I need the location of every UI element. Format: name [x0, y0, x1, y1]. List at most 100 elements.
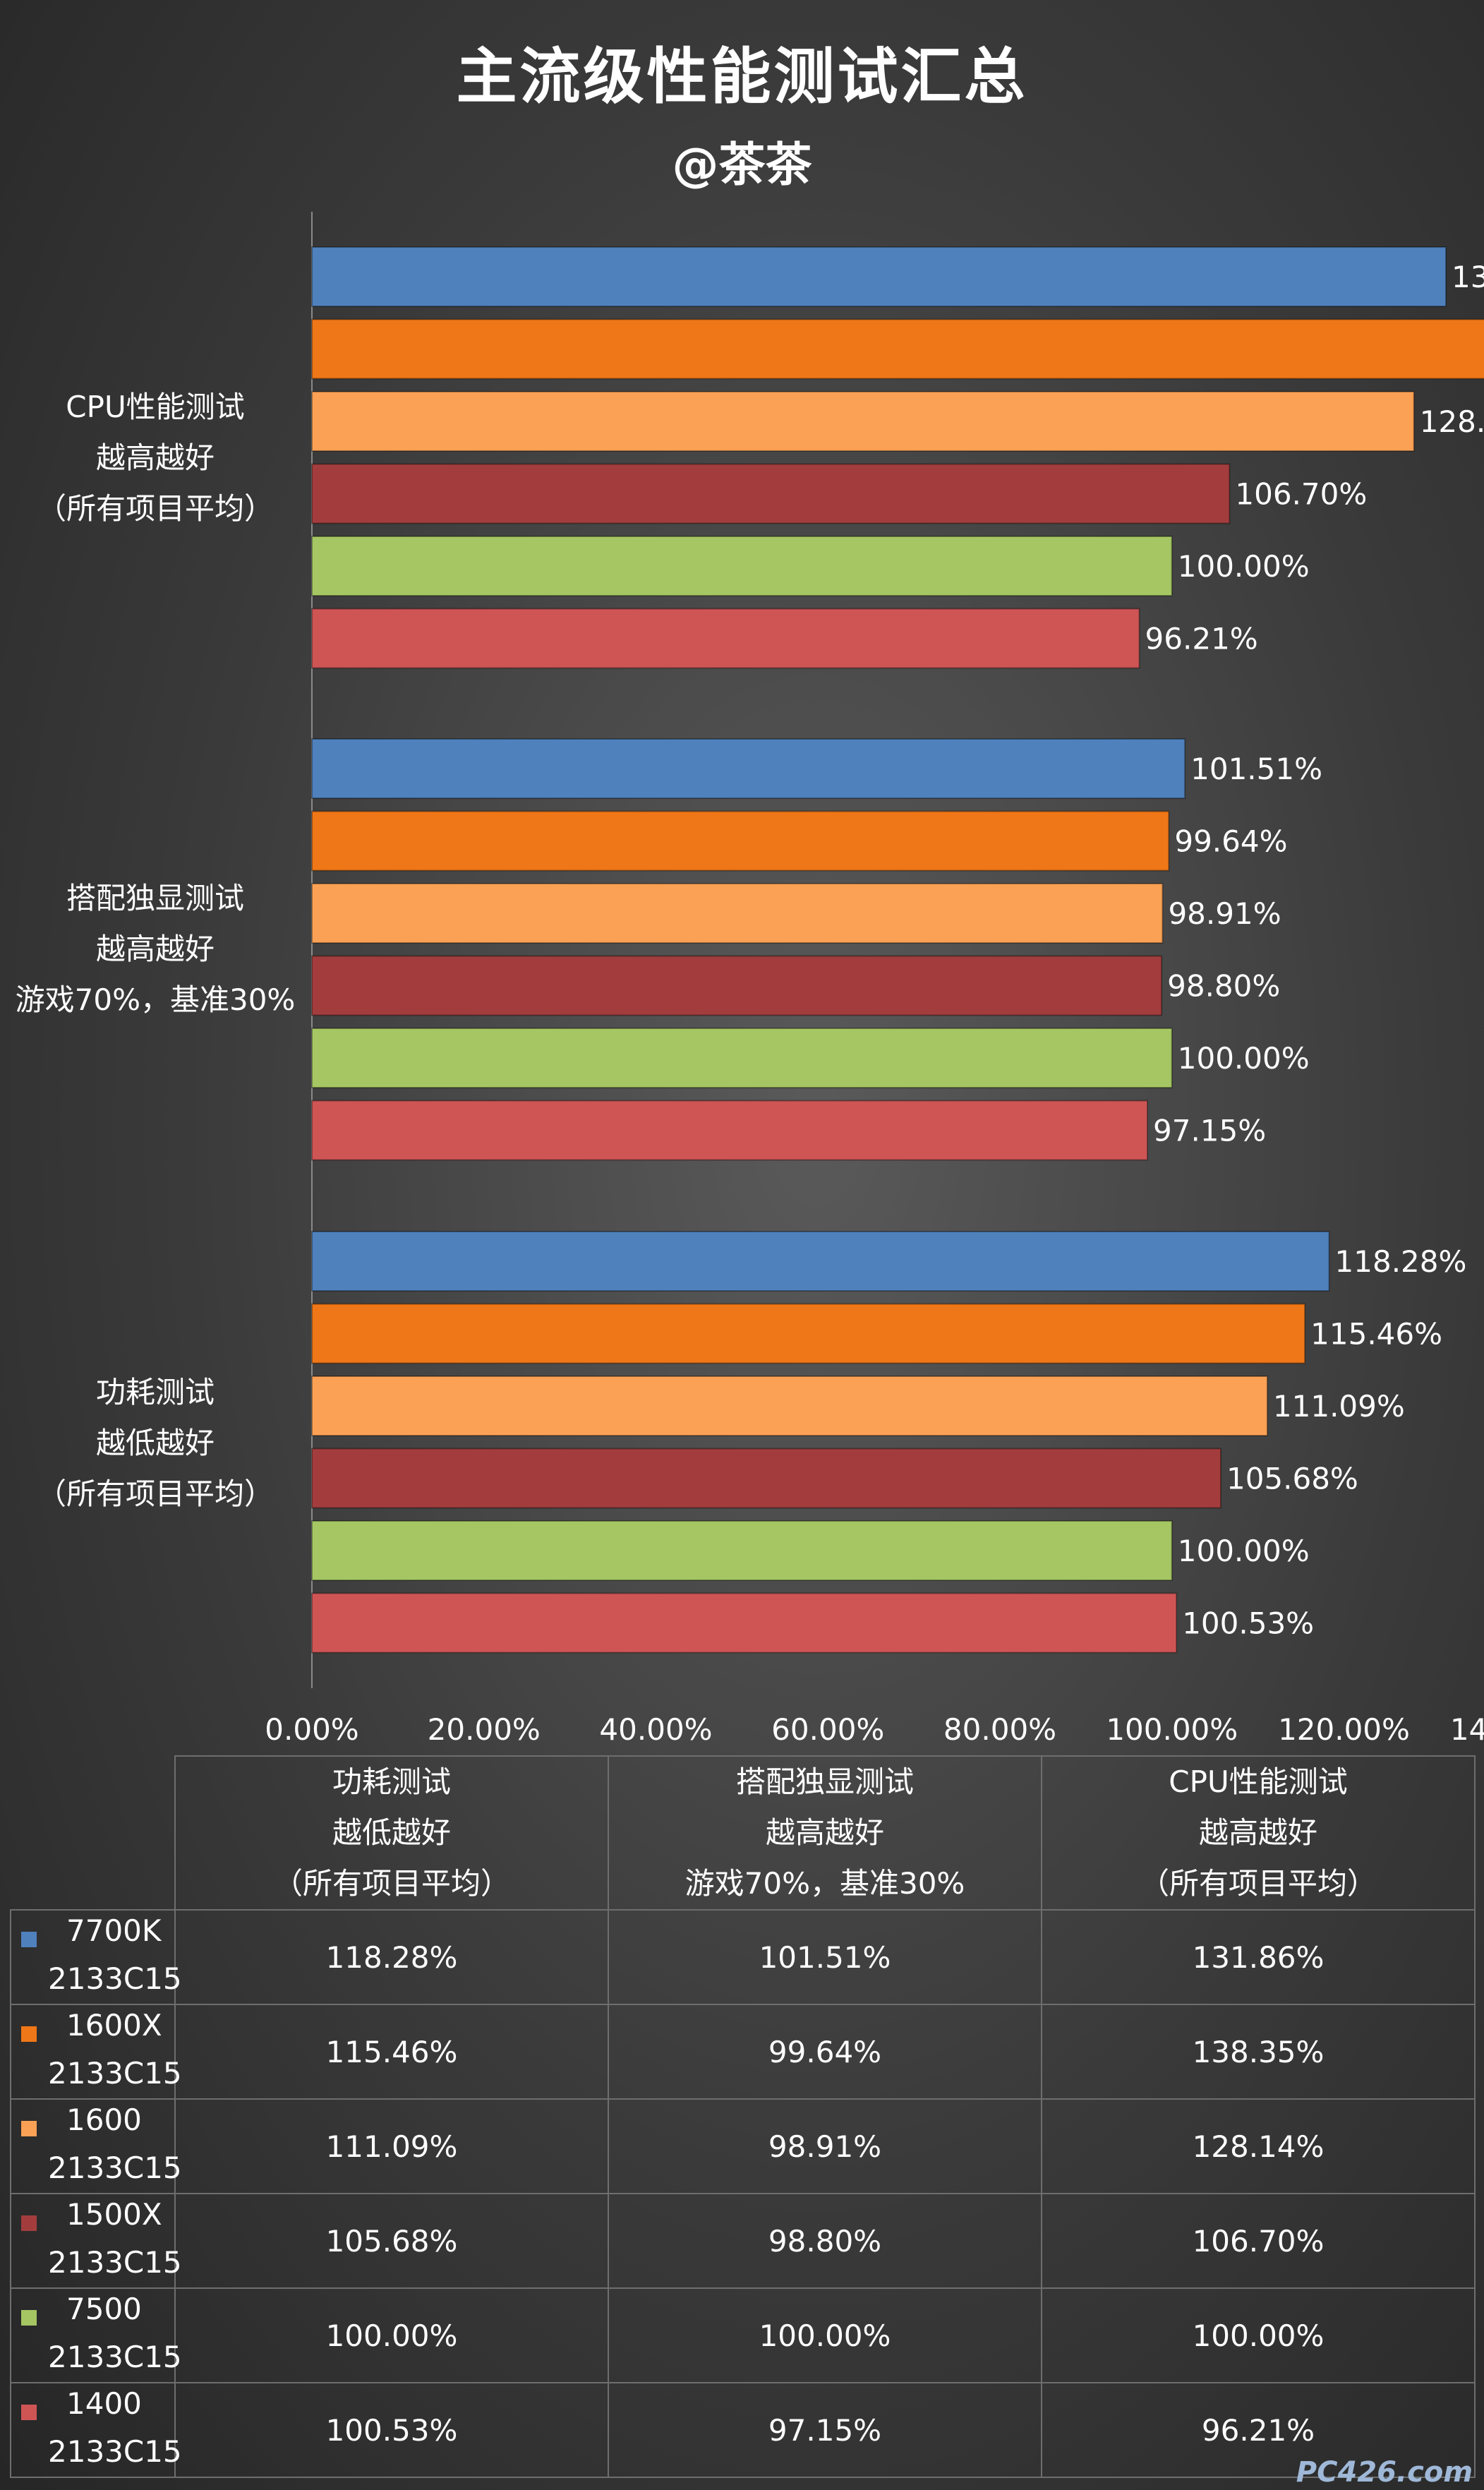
- series-name: 1400: [66, 2386, 142, 2421]
- data-label: 106.70%: [1235, 477, 1367, 512]
- data-label: 97.15%: [1153, 1114, 1266, 1148]
- legend-cell-1600x: 1600X 2133C15: [10, 2004, 182, 2100]
- data-label: 131.86%: [1452, 260, 1484, 294]
- table-row: 1400 2133C15 100.53% 97.15% 96.21%: [10, 2382, 1476, 2478]
- group-label-gpu: 搭配独显测试 越高越好 游戏70%，基准30%: [15, 881, 296, 1017]
- bar-1600x-group0: [311, 318, 1484, 380]
- data-label: 115.46%: [1310, 1317, 1442, 1352]
- x-tick-label: 80.00%: [943, 1712, 1056, 1747]
- legend-cell-7700k: 7700K 2133C15: [10, 1909, 182, 2005]
- bar-7700k-group1: [311, 738, 1186, 799]
- table-cell: 98.91%: [608, 2098, 1042, 2194]
- table-header-row: 功耗测试 越低越好 （所有项目平均） 搭配独显测试 越高越好 游戏70%，基准3…: [11, 1755, 1476, 1911]
- series-memory: 2133C15: [48, 2434, 182, 2469]
- x-tick-label: 60.00%: [771, 1712, 884, 1747]
- legend-cell-1400: 1400 2133C15: [10, 2382, 182, 2478]
- data-label: 100.00%: [1178, 1534, 1310, 1568]
- table-row: 1600X 2133C15 115.46% 99.64% 138.35%: [10, 2004, 1476, 2100]
- bar-1400-group1: [311, 1100, 1149, 1161]
- data-label: 98.91%: [1168, 896, 1281, 931]
- bar-1500x-group0: [311, 463, 1231, 524]
- data-label: 118.28%: [1335, 1244, 1467, 1279]
- data-label: 98.80%: [1167, 969, 1280, 1004]
- table-cell: 100.00%: [608, 2287, 1042, 2383]
- bar-1400-group2: [311, 1592, 1178, 1654]
- table-row: 1600 2133C15 111.09% 98.91% 128.14%: [10, 2098, 1476, 2194]
- legend-swatch: [21, 2405, 37, 2420]
- legend-swatch: [21, 2215, 37, 2231]
- bar-1600x-group1: [311, 810, 1170, 872]
- series-memory: 2133C15: [48, 2245, 182, 2280]
- bar-7500-group1: [311, 1028, 1173, 1088]
- bar-7700k-group2: [311, 1231, 1330, 1292]
- bar-1600x-group2: [311, 1303, 1306, 1364]
- series-memory: 2133C15: [48, 2340, 182, 2374]
- series-name: 7700K: [66, 1913, 162, 1948]
- x-tick-label: 20.00%: [428, 1712, 541, 1747]
- legend-swatch: [21, 2121, 37, 2136]
- table-row: 1500X 2133C15 105.68% 98.80% 106.70%: [10, 2193, 1476, 2289]
- x-tick-label: 0.00%: [265, 1712, 358, 1747]
- data-label: 99.64%: [1174, 824, 1287, 859]
- chart-subtitle: @茶茶: [672, 138, 812, 192]
- table-cell: 105.68%: [174, 2193, 609, 2289]
- table-cell: 118.28%: [174, 1909, 609, 2005]
- legend-cell-1600: 1600 2133C15: [10, 2098, 182, 2194]
- x-tick-label: 100.00%: [1106, 1712, 1238, 1747]
- watermark-logo: PC426.com: [1296, 2456, 1473, 2489]
- x-tick-label: 140.00%: [1450, 1712, 1484, 1747]
- data-label: 101.51%: [1190, 752, 1322, 786]
- series-name: 1500X: [66, 2197, 162, 2232]
- legend-swatch: [21, 2310, 37, 2326]
- series-memory: 2133C15: [48, 2151, 182, 2185]
- table-cell: 138.35%: [1041, 2004, 1476, 2100]
- legend-swatch: [21, 1932, 37, 1947]
- series-name: 1600X: [66, 2008, 162, 2043]
- series-memory: 2133C15: [48, 2056, 182, 2091]
- bar-1600-group2: [311, 1376, 1268, 1436]
- table-cell: 131.86%: [1041, 1909, 1476, 2005]
- table-cell: 98.80%: [608, 2193, 1042, 2289]
- bar-1400-group0: [311, 608, 1140, 669]
- column-header-gpu: 搭配独显测试 越高越好 游戏70%，基准30%: [608, 1755, 1042, 1911]
- data-label: 100.00%: [1178, 1041, 1310, 1076]
- series-memory: 2133C15: [48, 1961, 182, 1996]
- data-label: 100.53%: [1182, 1606, 1314, 1641]
- column-header-power: 功耗测试 越低越好 （所有项目平均）: [174, 1755, 609, 1911]
- table-cell: 101.51%: [608, 1909, 1042, 2005]
- column-header-cpu: CPU性能测试 越高越好 （所有项目平均）: [1041, 1755, 1476, 1911]
- bar-1500x-group2: [311, 1448, 1221, 1509]
- bar-7700k-group0: [311, 246, 1447, 307]
- table-cell: 115.46%: [174, 2004, 609, 2100]
- table-cell: 111.09%: [174, 2098, 609, 2194]
- table-row: 7700K 2133C15 118.28% 101.51% 131.86%: [10, 1909, 1476, 2005]
- x-tick-label: 40.00%: [599, 1712, 712, 1747]
- bar-1600-group1: [311, 883, 1164, 944]
- group-label-power: 功耗测试 越低越好 （所有项目平均）: [36, 1375, 274, 1511]
- legend-swatch: [21, 2026, 37, 2042]
- bar-chart: 0.00% 20.00% 40.00% 60.00% 80.00% 100.00% 120.…: [265, 212, 1484, 1747]
- group-label-cpu: CPU性能测试 越高越好 （所有项目平均）: [36, 390, 274, 526]
- table-cell: 100.53%: [174, 2382, 609, 2478]
- table-cell: 96.21%: [1041, 2382, 1476, 2478]
- table-cell: 97.15%: [608, 2382, 1042, 2478]
- data-label: 96.21%: [1145, 622, 1258, 656]
- data-table: 功耗测试 越低越好 （所有项目平均） 搭配独显测试 越高越好 游戏70%，基准3…: [10, 1755, 1476, 2478]
- table-cell: 99.64%: [608, 2004, 1042, 2100]
- x-tick-label: 120.00%: [1278, 1712, 1410, 1747]
- table-cell: 106.70%: [1041, 2193, 1476, 2289]
- bar-1600-group0: [311, 391, 1415, 452]
- table-cell: 128.14%: [1041, 2098, 1476, 2194]
- bar-7500-group0: [311, 536, 1173, 596]
- data-label: 128.14%: [1420, 404, 1484, 439]
- data-label: 105.68%: [1226, 1462, 1358, 1496]
- table-corner: [11, 1756, 176, 1911]
- legend-cell-7500: 7500 2133C15: [10, 2287, 182, 2383]
- legend-cell-1500x: 1500X 2133C15: [10, 2193, 182, 2289]
- series-name: 1600: [66, 2103, 142, 2137]
- table-cell: 100.00%: [174, 2287, 609, 2383]
- data-label: 111.09%: [1273, 1389, 1405, 1424]
- data-label: 100.00%: [1178, 549, 1310, 584]
- table-row: 7500 2133C15 100.00% 100.00% 100.00%: [10, 2287, 1476, 2383]
- series-name: 7500: [66, 2292, 142, 2326]
